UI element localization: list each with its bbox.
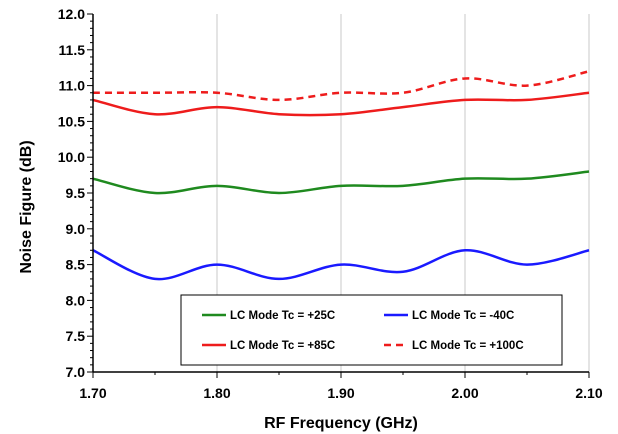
x-tick-label: 1.70 [79,385,106,401]
y-tick-label: 7.0 [66,364,86,380]
y-tick-label: 8.5 [66,257,86,273]
x-tick-label: 2.10 [575,385,602,401]
y-tick-label: 11.5 [59,42,86,58]
y-tick-label: 10.5 [58,113,85,129]
y-tick-label: 8.0 [66,292,86,308]
x-tick-label: 2.00 [451,385,478,401]
legend-label: LC Mode Tc = +100C [412,340,524,352]
y-tick-label: 7.5 [66,328,86,344]
x-tick-label: 1.80 [203,385,230,401]
y-tick-label: 9.5 [66,185,86,201]
legend: LC Mode Tc = +25C LC Mode Tc = -40C LC Mod… [180,294,563,366]
axes: 7.0 7.5 8.0 8.5 9.0 9.5 10.0 10.5 11.0 11.5 12.0 1.… [58,6,603,401]
series-line-lc-mode-tc-25c [92,170,590,195]
legend-label: LC Mode Tc = +25C [230,310,335,322]
series-lines [92,70,590,281]
legend-box [180,294,563,366]
y-tick-label: 9.0 [66,221,86,237]
legend-label: LC Mode Tc = -40C [412,310,514,322]
series-line-lc-mode-tc-40c [92,249,590,281]
y-axis-title: Noise Figure (dB) [18,140,35,273]
x-tick-label: 1.90 [327,385,354,401]
y-tick-label: 10.0 [58,149,85,165]
legend-label: LC Mode Tc = +85C [230,340,335,352]
y-tick-label: 12.0 [58,6,85,22]
series-line-lc-mode-tc-85c [92,91,590,117]
series-line-lc-mode-tc-100c [92,70,590,102]
x-axis-title: RF Frequency (GHz) [264,415,418,432]
y-tick-label: 11.0 [59,78,86,94]
